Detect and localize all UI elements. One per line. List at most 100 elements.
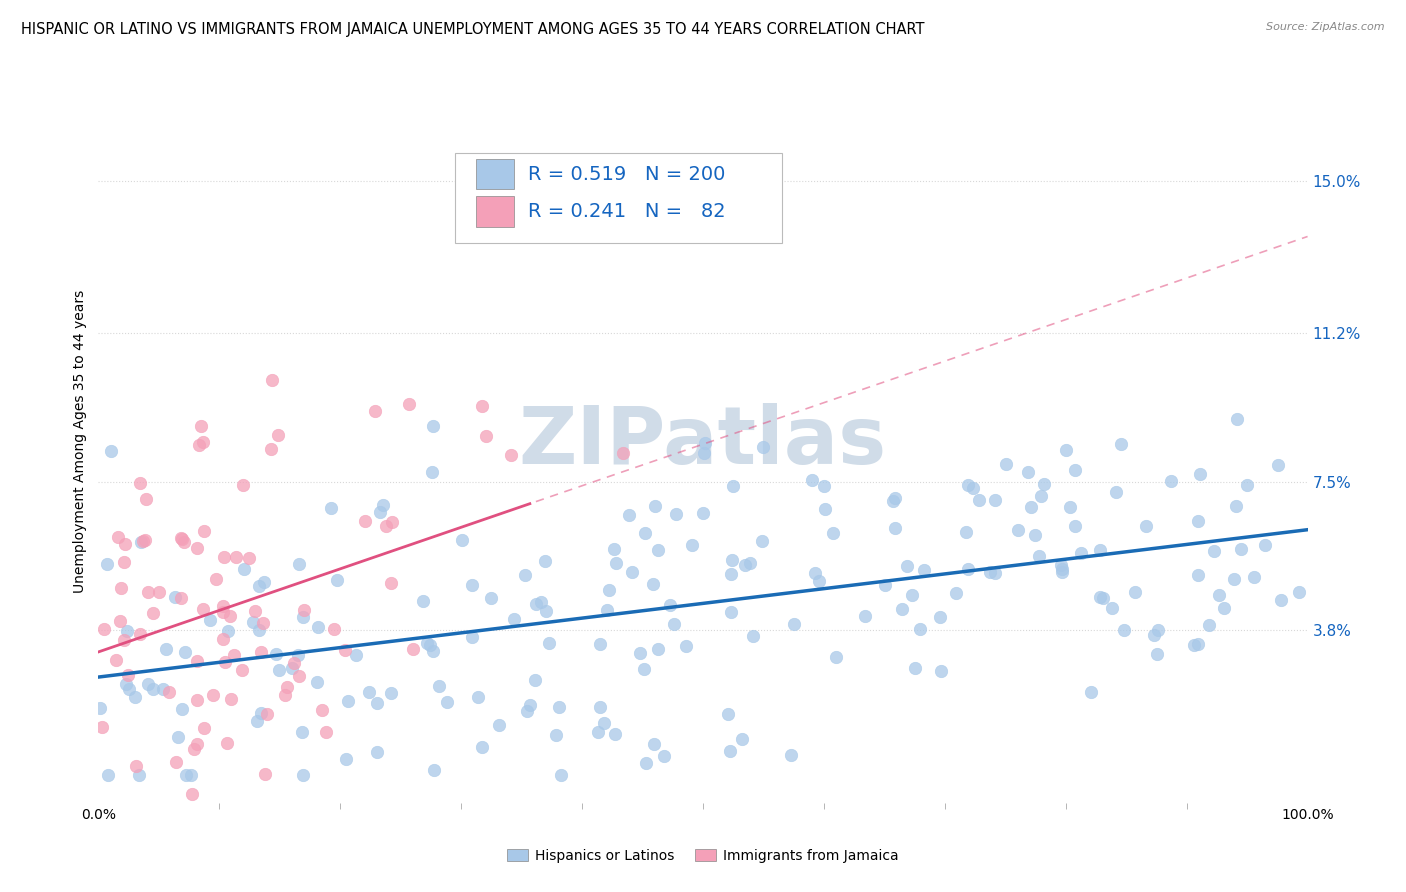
Point [1270,593,1292,607]
Point [169,532,191,546]
Point [681,538,703,552]
Point [550,767,572,781]
Point [804,566,827,580]
Point [1007,523,1029,537]
Point [1028,549,1050,563]
Point [524,597,547,611]
Point [1213,601,1236,615]
Point [586,724,609,739]
Point [548,700,571,714]
Point [945,585,967,599]
Point [117,668,139,682]
Point [172,702,194,716]
Point [1033,477,1056,491]
Point [1267,458,1289,472]
Point [212,599,235,613]
Point [225,549,247,564]
Point [751,533,773,548]
Point [281,660,304,674]
Point [621,565,644,579]
Point [1226,412,1249,426]
Point [142,606,165,620]
Point [335,752,357,766]
Point [152,682,174,697]
Point [807,574,830,588]
Point [979,565,1001,579]
Point [1202,543,1225,558]
Point [252,615,274,630]
Point [422,419,444,434]
Point [129,627,152,641]
Point [110,581,132,595]
Point [962,481,984,495]
Point [499,448,522,462]
Point [855,609,877,624]
Point [1101,601,1123,615]
Point [908,622,931,636]
Point [1070,546,1092,560]
Point [173,535,195,549]
Text: ZIPatlas: ZIPatlas [519,402,887,481]
Point [801,473,824,487]
Point [174,767,197,781]
Point [222,648,245,662]
Point [1114,623,1136,637]
Point [721,479,744,493]
Point [212,632,235,647]
FancyBboxPatch shape [456,153,782,243]
Point [214,549,236,564]
Point [288,669,311,683]
FancyBboxPatch shape [475,196,515,227]
Point [467,690,489,704]
Point [1059,500,1081,514]
Point [266,647,288,661]
Point [738,556,761,570]
Point [603,727,626,741]
Point [129,806,152,821]
Point [135,491,157,506]
Point [471,740,494,755]
Point [471,400,494,414]
Point [217,736,239,750]
Point [128,767,150,781]
Point [1024,528,1046,542]
Point [955,524,977,539]
Point [983,493,1005,508]
Point [276,680,298,694]
Point [201,688,224,702]
Point [873,577,896,591]
Point [617,508,640,523]
Point [165,591,187,605]
Point [90,720,112,734]
Point [912,563,935,577]
Point [957,562,980,576]
Point [1208,588,1230,602]
Point [232,478,254,492]
Point [269,663,291,677]
Point [242,615,264,629]
Point [117,681,139,696]
Point [450,533,472,547]
Point [634,756,657,770]
Point [187,437,209,451]
Point [1088,590,1111,604]
Point [717,707,740,722]
Point [183,741,205,756]
Legend: Hispanics or Latinos, Immigrants from Jamaica: Hispanics or Latinos, Immigrants from Ja… [502,843,904,868]
Point [1050,558,1073,573]
Point [891,602,914,616]
Point [107,531,129,545]
Point [461,578,484,592]
Point [96,557,118,571]
Point [291,610,314,624]
Point [534,554,557,568]
Point [720,605,742,619]
Point [292,603,315,617]
Point [193,524,215,539]
Point [366,697,388,711]
Point [436,695,458,709]
Point [994,457,1017,471]
Point [647,642,669,657]
Point [488,718,510,732]
Point [665,508,688,522]
